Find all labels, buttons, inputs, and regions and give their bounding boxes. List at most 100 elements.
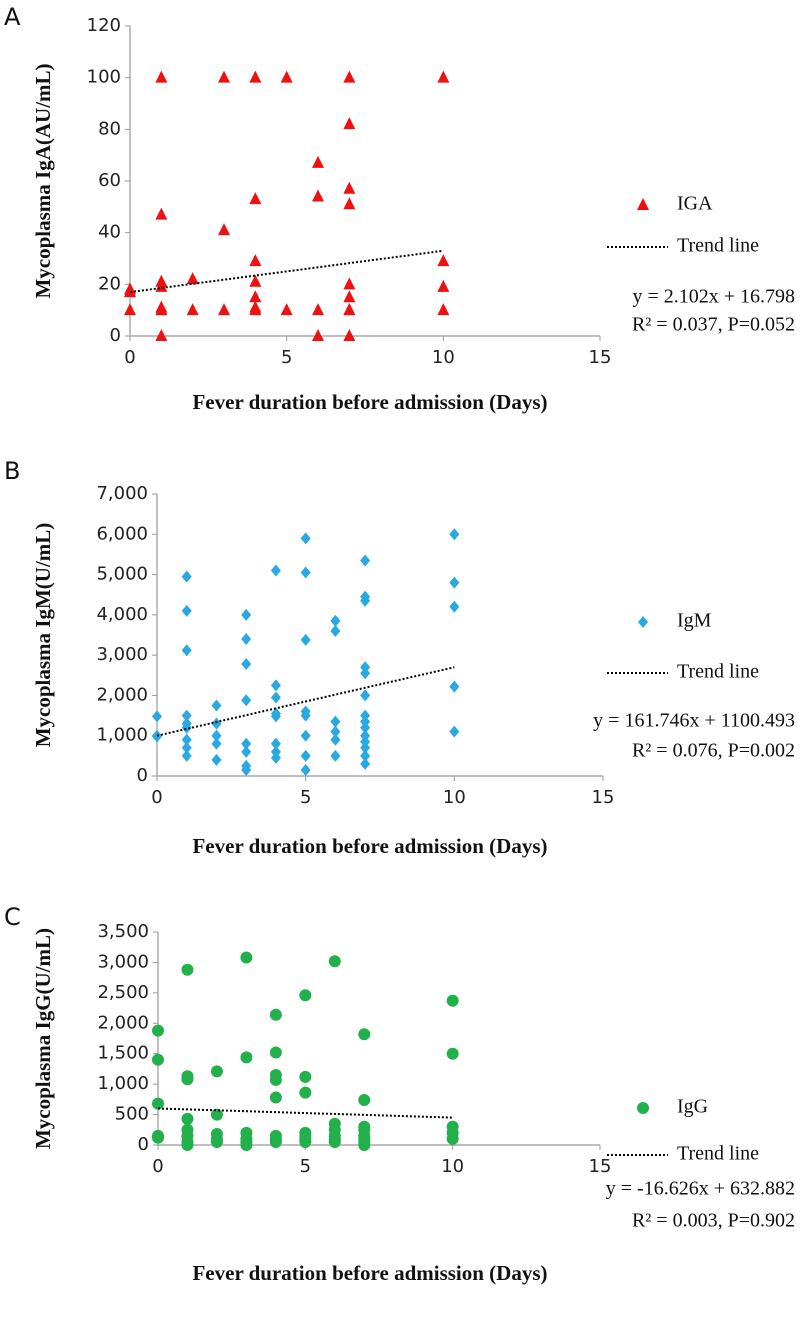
- data-point: [360, 741, 371, 754]
- panel-label: A: [4, 3, 21, 31]
- data-point: [241, 763, 252, 776]
- data-point: [181, 644, 192, 657]
- x-tick-label: 10: [441, 1156, 464, 1177]
- legend-label: Trend line: [677, 1143, 759, 1165]
- y-tick-label: 1,500: [97, 1043, 149, 1064]
- data-point: [300, 532, 311, 545]
- data-point: [330, 749, 341, 762]
- data-point: [270, 751, 281, 764]
- data-point: [437, 303, 450, 316]
- y-axis-label: Mycoplasma IgA(AU/mL): [31, 63, 55, 298]
- data-point: [210, 1065, 223, 1078]
- data-point: [211, 753, 222, 766]
- data-point: [152, 1053, 164, 1066]
- data-point: [360, 667, 371, 680]
- data-point: [446, 994, 459, 1007]
- data-point: [449, 600, 460, 613]
- data-point: [211, 699, 222, 712]
- x-tick-label: 15: [592, 787, 615, 808]
- data-point: [300, 633, 311, 646]
- data-point: [358, 1028, 371, 1041]
- y-tick-label: 3,000: [96, 644, 148, 665]
- x-tick-label: 15: [589, 347, 612, 368]
- data-point: [270, 564, 281, 577]
- data-point: [186, 272, 199, 285]
- data-point: [249, 303, 262, 316]
- data-point: [269, 1046, 282, 1059]
- data-point: [249, 274, 262, 287]
- data-point: [181, 1112, 194, 1125]
- data-point: [152, 710, 162, 723]
- data-point: [152, 730, 162, 743]
- data-point: [270, 691, 281, 704]
- x-tick-label: 10: [443, 787, 466, 808]
- data-point: [330, 715, 341, 728]
- data-point: [269, 1091, 282, 1104]
- annotation: y = 161.746x + 1100.493: [593, 710, 795, 732]
- data-point: [249, 254, 262, 267]
- data-point: [241, 694, 252, 707]
- data-point: [360, 715, 371, 728]
- data-point: [218, 70, 230, 83]
- data-point: [181, 570, 192, 583]
- data-point: [152, 1024, 164, 1037]
- data-point: [360, 709, 371, 722]
- data-point: [181, 721, 192, 734]
- data-point: [330, 614, 341, 627]
- data-point: [241, 745, 252, 758]
- y-tick-label: 2,000: [96, 684, 148, 705]
- data-point: [186, 303, 199, 316]
- x-tick-label: 15: [589, 1156, 612, 1177]
- data-point: [300, 763, 311, 776]
- y-axis-label: Mycoplasma IgG(U/mL): [31, 928, 55, 1149]
- legend-label: Trend line: [677, 235, 759, 257]
- data-point: [312, 189, 324, 202]
- data-point: [241, 658, 252, 671]
- data-point: [449, 528, 460, 541]
- data-point: [280, 70, 293, 83]
- data-point: [270, 710, 281, 723]
- y-tick-label: 0: [110, 325, 121, 346]
- data-point: [155, 329, 168, 341]
- y-tick-label: 0: [137, 765, 148, 786]
- data-point: [343, 117, 356, 130]
- data-point: [181, 1073, 194, 1086]
- data-point: [240, 1139, 253, 1151]
- data-point: [330, 733, 341, 746]
- data-point: [280, 303, 293, 316]
- x-axis-label: Fever duration before admission (Days): [192, 834, 547, 858]
- annotation: R² = 0.003, P=0.902: [632, 1210, 795, 1232]
- x-tick-label: 5: [281, 347, 292, 368]
- trend-line: [129, 249, 444, 294]
- data-point: [299, 1086, 312, 1099]
- y-tick-label: 3,000: [97, 951, 149, 972]
- data-point: [152, 1097, 164, 1110]
- data-point: [241, 737, 252, 750]
- data-point: [360, 721, 371, 734]
- data-point: [269, 1135, 282, 1148]
- x-axis-label: Fever duration before admission (Days): [192, 390, 547, 414]
- y-tick-label: 2,500: [97, 982, 149, 1003]
- data-point: [449, 576, 460, 589]
- data-point: [343, 303, 356, 316]
- data-point: [249, 290, 262, 303]
- annotation: R² = 0.037, P=0.052: [632, 314, 795, 336]
- data-point: [343, 181, 356, 194]
- data-point: [343, 277, 356, 290]
- trend-line: [157, 1107, 453, 1119]
- y-tick-label: 1,000: [97, 1073, 149, 1094]
- y-tick-label: 0: [138, 1134, 149, 1155]
- data-point: [155, 207, 168, 220]
- data-point: [360, 554, 371, 567]
- data-point: [210, 1135, 223, 1148]
- y-tick-label: 4,000: [96, 604, 148, 625]
- data-point: [360, 735, 371, 748]
- data-point: [210, 1108, 223, 1121]
- legend-label: IGA: [677, 193, 713, 215]
- data-point: [330, 624, 341, 637]
- x-tick-label: 10: [432, 347, 455, 368]
- y-tick-label: 100: [87, 67, 121, 88]
- annotation: y = 2.102x + 16.798: [632, 286, 795, 308]
- y-tick-label: 2,000: [97, 1012, 149, 1033]
